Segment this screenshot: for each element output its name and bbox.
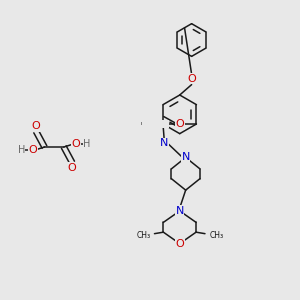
Text: O: O [68,163,76,173]
Text: O: O [28,145,37,155]
Text: O: O [187,74,196,84]
Text: H: H [83,139,91,149]
Bar [142,119,169,128]
Text: H: H [18,145,25,155]
Text: N: N [176,206,184,216]
Text: methoxy: methoxy [140,122,165,127]
Text: N: N [182,152,190,162]
Text: CH₃: CH₃ [209,231,223,240]
Text: O: O [32,121,40,131]
Text: O: O [71,139,80,149]
Text: O: O [175,238,184,249]
Text: O: O [176,119,184,129]
Text: N: N [160,138,169,148]
Text: CH₃: CH₃ [136,231,150,240]
